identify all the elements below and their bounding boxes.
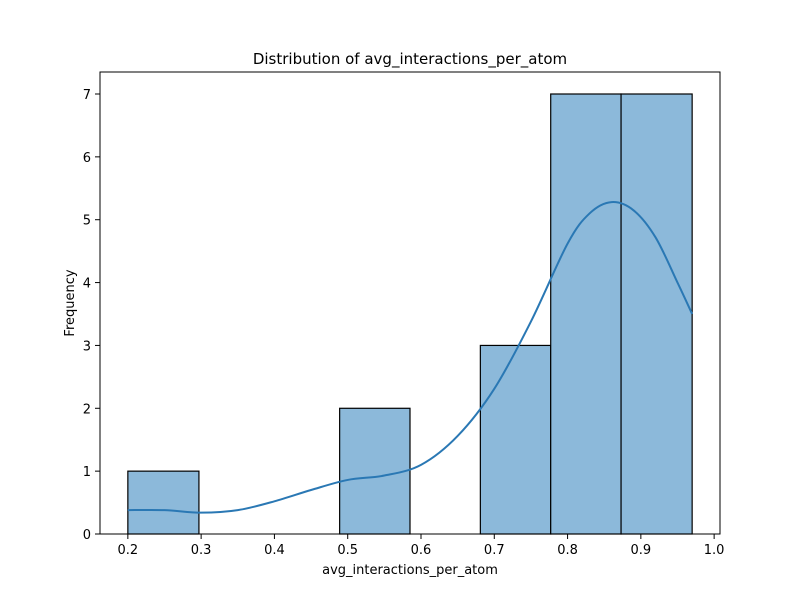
x-tick-label-0: 0.2 [118, 543, 139, 558]
x-axis-label: avg_interactions_per_atom [322, 563, 498, 578]
plot-frame [99, 71, 721, 535]
x-axis-ticks: 0.2 0.3 0.4 0.5 0.6 0.7 0.8 0.9 1.0 [118, 534, 725, 558]
y-tick-label-6: 6 [83, 151, 91, 166]
histogram-bar-0 [127, 470, 200, 535]
x-tick-label-6: 0.8 [557, 543, 578, 558]
histogram-bar-3 [339, 407, 411, 535]
y-axis-ticks: 0 1 2 3 4 5 6 7 [83, 88, 100, 543]
bars-group [127, 93, 693, 535]
histogram-bar-7 [620, 93, 693, 535]
x-tick-label-4: 0.6 [411, 543, 432, 558]
x-tick-label-2: 0.4 [264, 543, 285, 558]
y-tick-label-7: 7 [83, 88, 91, 103]
y-tick-label-3: 3 [83, 339, 91, 354]
x-tick-label-3: 0.5 [337, 543, 358, 558]
y-axis-label: Frequency [63, 269, 78, 336]
x-tick-label-7: 0.9 [631, 543, 652, 558]
y-tick-label-0: 0 [83, 528, 91, 543]
x-tick-label-8: 1.0 [704, 543, 725, 558]
y-tick-label-5: 5 [83, 214, 91, 229]
y-tick-label-4: 4 [83, 277, 91, 292]
y-tick-label-2: 2 [83, 402, 91, 417]
histogram-bar-5 [479, 344, 552, 535]
x-tick-label-1: 0.3 [191, 543, 212, 558]
kde-line [127, 201, 694, 514]
histogram-bar-6 [550, 93, 622, 535]
x-tick-label-5: 0.7 [484, 543, 505, 558]
y-tick-label-1: 1 [83, 465, 91, 480]
chart-title: Distribution of avg_interactions_per_ato… [253, 50, 567, 69]
